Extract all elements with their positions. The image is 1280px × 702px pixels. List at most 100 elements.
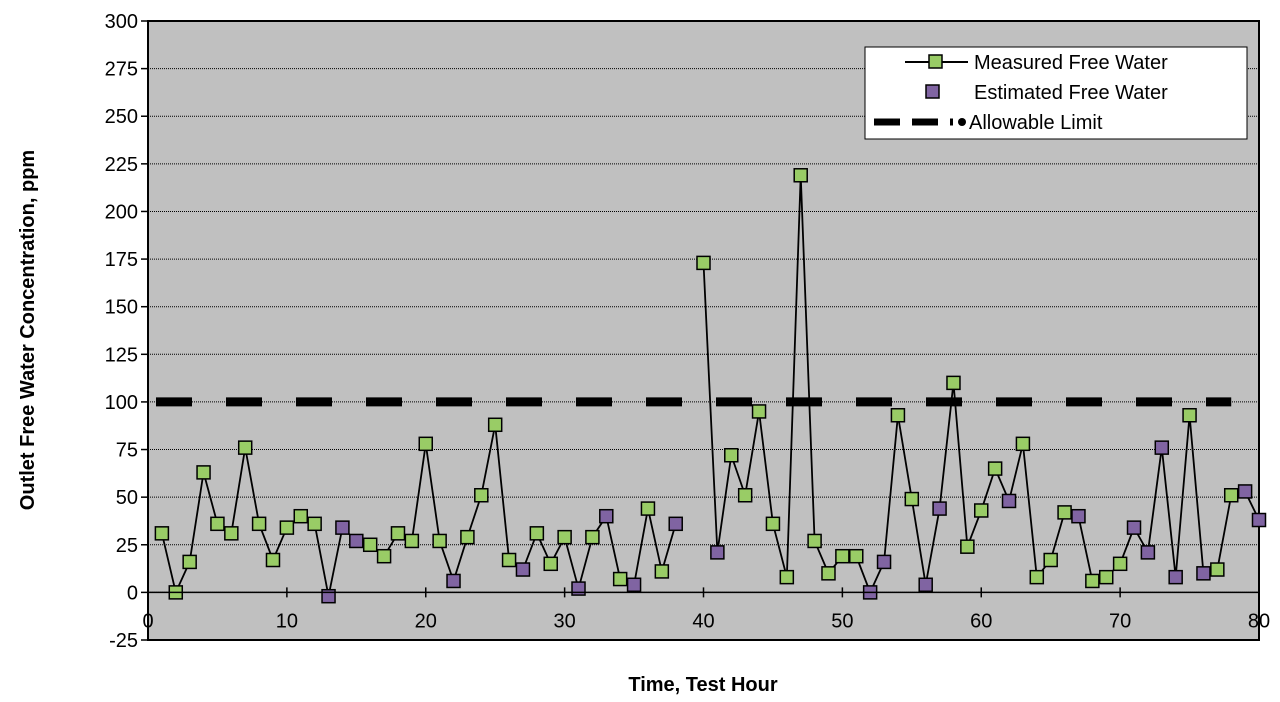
measured-marker (307, 516, 322, 532)
measured-marker (821, 566, 836, 581)
y-axis-title: Outlet Free Water Concentration, ppm (17, 150, 39, 510)
measured-marker (182, 554, 197, 570)
measured-marker (696, 255, 711, 271)
measured-marker (418, 436, 433, 452)
x-tick-label: 80 (1248, 610, 1270, 632)
measured-marker (501, 552, 517, 568)
y-tick-label: 225 (105, 154, 138, 176)
estimated-marker (918, 577, 933, 593)
estimated-marker (1196, 566, 1211, 581)
estimated-marker (932, 501, 947, 516)
data-markers (154, 168, 1267, 604)
measured-marker (737, 487, 753, 503)
measured-marker (1098, 569, 1114, 585)
measured-marker (1182, 408, 1197, 423)
measured-marker (390, 526, 406, 541)
estimated-marker (1126, 520, 1142, 535)
x-axis-title: Time, Test Hour (628, 674, 778, 696)
measured-marker (849, 548, 864, 564)
measured-marker (793, 168, 808, 183)
measured-marker (1210, 562, 1225, 577)
measured-marker (835, 548, 850, 564)
estimated-marker (626, 577, 642, 593)
y-tick-label: 0 (127, 582, 138, 604)
y-tick-label: 100 (105, 392, 138, 414)
estimated-marker (1140, 545, 1156, 560)
x-tick-label: 20 (415, 610, 437, 632)
estimated-marker (1071, 508, 1086, 524)
estimated-marker (1251, 512, 1267, 528)
measured-marker (960, 539, 975, 554)
measured-line-segment (161, 424, 677, 597)
measured-marker (640, 501, 656, 516)
x-tick-label: 70 (1109, 610, 1131, 632)
y-tick-label: 125 (105, 344, 138, 366)
measured-marker (1085, 573, 1100, 589)
measured-marker (987, 461, 1003, 476)
measured-marker (529, 526, 545, 541)
measured-marker (293, 508, 309, 524)
legend: Measured Free Water Estimated Free Water… (864, 46, 1248, 140)
measured-marker (404, 533, 420, 549)
y-tick-label: 275 (105, 59, 138, 81)
measured-marker (807, 533, 822, 549)
measured-marker (751, 404, 767, 419)
measured-marker (251, 516, 267, 532)
measured-marker (196, 465, 211, 480)
measured-marker (585, 529, 600, 545)
legend-limit-label: Allowable Limit (969, 112, 1103, 134)
measured-marker (724, 448, 739, 463)
measured-marker (946, 375, 961, 391)
measured-marker (432, 533, 447, 549)
estimated-marker (710, 545, 725, 560)
measured-marker (1015, 436, 1031, 452)
measured-marker (904, 491, 920, 507)
estimated-marker (876, 554, 892, 570)
measured-marker (224, 526, 239, 541)
x-tick-label: 40 (692, 610, 714, 632)
measured-marker (154, 526, 170, 541)
y-tick-label: -25 (109, 630, 138, 652)
measured-marker (779, 569, 795, 585)
estimated-marker (349, 533, 364, 549)
y-tick-label: 25 (116, 535, 138, 557)
y-tick-label: 250 (105, 106, 138, 128)
x-tick-label: 10 (276, 610, 298, 632)
measured-marker (974, 503, 989, 518)
measured-marker (265, 552, 281, 568)
estimated-marker (599, 508, 614, 524)
measured-marker (1112, 556, 1128, 572)
estimated-marker (1154, 440, 1170, 455)
measured-marker (474, 487, 489, 503)
estimated-marker (335, 520, 350, 535)
estimated-marker (668, 516, 683, 532)
measured-marker (487, 417, 503, 433)
measured-marker (1057, 505, 1072, 520)
measured-marker (1223, 487, 1239, 503)
measured-marker (210, 516, 225, 532)
measured-marker (279, 520, 295, 535)
measured-marker (376, 548, 392, 564)
x-tick-label: 30 (554, 610, 576, 632)
measured-marker (362, 537, 378, 553)
measured-marker (1043, 552, 1058, 568)
measured-marker (654, 564, 670, 579)
legend-estimated-marker (925, 84, 940, 99)
measured-marker (765, 516, 781, 532)
x-tick-label: 0 (142, 610, 153, 632)
legend-estimated-label: Estimated Free Water (974, 82, 1168, 104)
measured-marker (460, 529, 475, 545)
estimated-marker (1237, 484, 1253, 499)
measured-marker (890, 408, 906, 423)
estimated-marker (446, 573, 461, 589)
measured-marker (543, 556, 558, 572)
measured-marker (1029, 569, 1045, 585)
x-tick-label: 60 (970, 610, 992, 632)
measured-marker (612, 571, 628, 587)
y-tick-label: 300 (105, 11, 138, 33)
estimated-marker (1001, 493, 1017, 509)
measured-marker (237, 440, 253, 455)
y-tick-label: 175 (105, 249, 138, 271)
legend-limit-dot (958, 118, 966, 126)
